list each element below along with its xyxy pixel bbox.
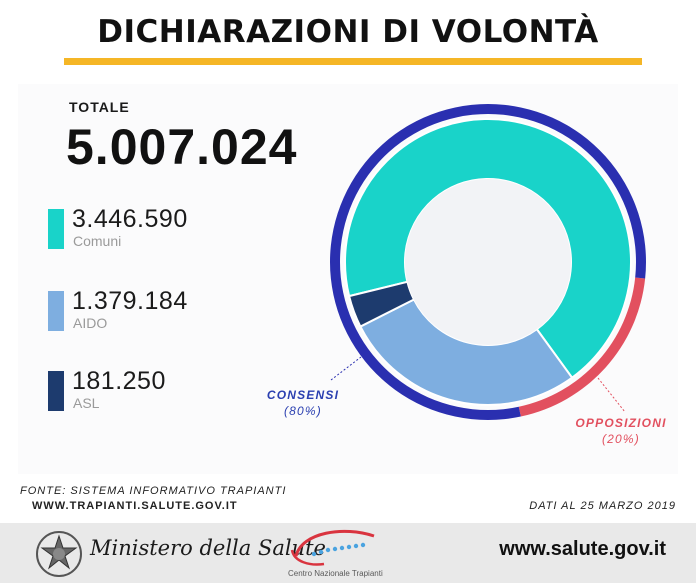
cnt-name: Centro Nazionale Trapianti (288, 569, 383, 578)
page-title: DICHIARAZIONI DI VOLONTÀ (97, 14, 599, 50)
legend-value-asl: 181.250 (72, 367, 166, 395)
site-link[interactable]: www.salute.gov.it (499, 538, 666, 560)
legend-item-comuni: 3.446.590 Comuni (48, 205, 268, 253)
bottom-band (0, 523, 696, 583)
opposizioni-label: OPPOSIZIONI (575, 416, 667, 430)
legend-label-aido: AIDO (73, 315, 108, 331)
legend-swatch-comuni (48, 209, 64, 249)
cnt-logo-icon (290, 529, 375, 566)
emblem-icon (36, 531, 82, 577)
consensi-pct: (80%) (283, 404, 322, 418)
legend-item-aido: 1.379.184 AIDO (48, 287, 268, 335)
data-date: DATI AL 25 MARZO 2019 (529, 500, 676, 512)
total-label: TOTALE (69, 99, 130, 115)
legend-swatch-aido (48, 291, 64, 331)
footer-source: FONTE: SISTEMA INFORMATIVO TRAPIANTI WWW… (20, 484, 286, 514)
consensi-annotation: CONSENSI (80%) (258, 388, 348, 418)
donut-center (405, 179, 571, 345)
ring-opposizioni (518, 277, 646, 417)
opposizioni-annotation: OPPOSIZIONI (20%) (566, 416, 676, 446)
ministry-name: Ministero della Salute (90, 536, 326, 560)
legend-value-comuni: 3.446.590 (72, 205, 188, 233)
legend-label-comuni: Comuni (73, 233, 122, 249)
legend-value-aido: 1.379.184 (72, 287, 188, 315)
source-url[interactable]: WWW.TRAPIANTI.SALUTE.GOV.IT (32, 500, 238, 512)
legend-swatch-asl (48, 371, 64, 411)
legend-label-asl: ASL (73, 395, 100, 411)
total-value: 5.007.024 (66, 119, 298, 175)
consensi-label: CONSENSI (266, 388, 340, 402)
consensi-leader-line (330, 356, 362, 381)
source-text: FONTE: SISTEMA INFORMATIVO TRAPIANTI (20, 485, 287, 497)
title-underline (64, 58, 642, 65)
legend-item-asl: 181.250 ASL (48, 367, 268, 415)
opposizioni-leader-line (597, 377, 626, 413)
opposizioni-pct: (20%) (601, 432, 640, 446)
